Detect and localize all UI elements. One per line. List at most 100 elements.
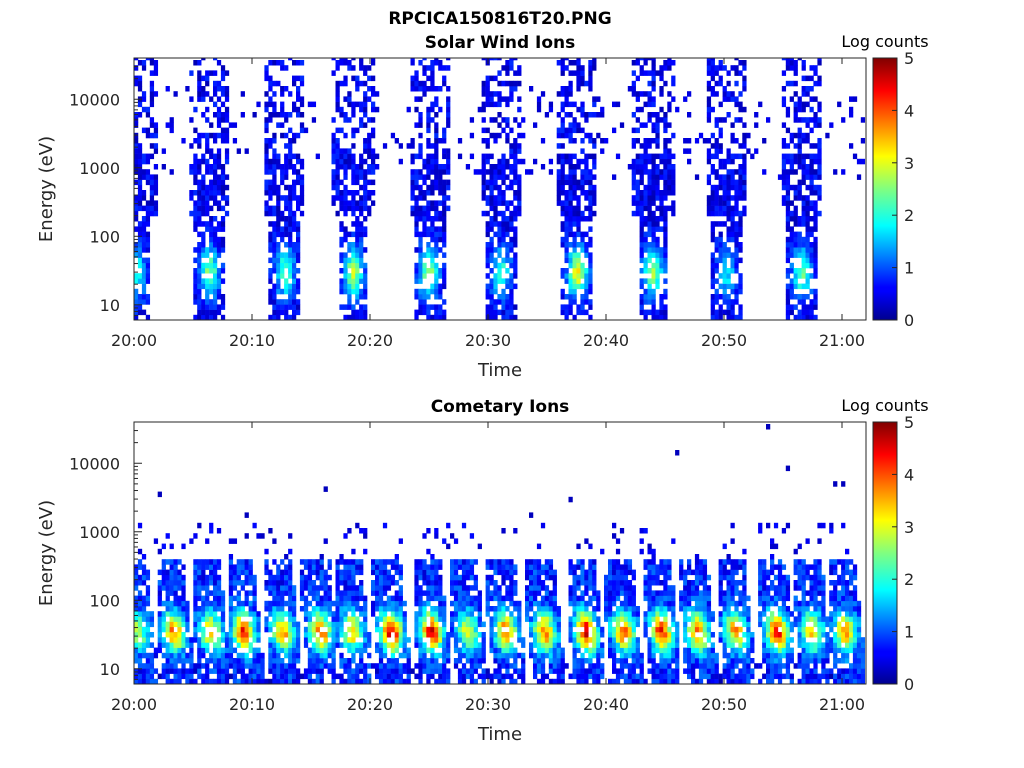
- heat-cell: [781, 138, 787, 144]
- heat-cell: [205, 247, 210, 253]
- heat-cell: [639, 200, 644, 206]
- heat-cell: [197, 309, 202, 316]
- heat-cell: [785, 195, 791, 201]
- heat-cell: [149, 58, 155, 61]
- heat-cell: [149, 117, 155, 123]
- heat-cell: [323, 611, 328, 617]
- heat-cell: [639, 226, 644, 232]
- heat-cell: [418, 205, 423, 212]
- heat-cell: [292, 273, 297, 279]
- heat-cell: [497, 658, 502, 664]
- heat-cell: [248, 642, 253, 648]
- heat-cell: [193, 283, 198, 290]
- heat-cell: [734, 153, 739, 160]
- heat-cell: [351, 632, 356, 638]
- heat-cell: [647, 174, 652, 180]
- heat-cell: [141, 283, 147, 290]
- heat-cell: [631, 195, 636, 201]
- heat-cell: [450, 621, 455, 628]
- heat-cell: [714, 65, 719, 71]
- heat-cell: [789, 58, 794, 61]
- heat-cell: [446, 637, 451, 643]
- heat-cell: [264, 678, 269, 684]
- heat-cell: [785, 80, 791, 87]
- heat-cell: [785, 288, 791, 295]
- heat-cell: [410, 75, 415, 82]
- heat-cell: [643, 221, 648, 227]
- heat-cell: [509, 663, 514, 669]
- heat-cell: [347, 273, 352, 279]
- heat-cell: [161, 663, 166, 669]
- heat-cell: [430, 106, 435, 113]
- heat-cell: [137, 86, 143, 92]
- heat-cell: [738, 101, 743, 108]
- heat-cell: [572, 169, 577, 175]
- heat-cell: [663, 65, 668, 71]
- heat-cell: [177, 668, 182, 674]
- heat-cell: [465, 658, 471, 664]
- heat-cell: [631, 91, 636, 97]
- heat-cell: [651, 158, 656, 165]
- heat-cell: [410, 138, 415, 144]
- heat-cell: [639, 205, 644, 212]
- heat-cell: [430, 632, 435, 638]
- heat-cell: [651, 273, 656, 279]
- heat-cell: [134, 65, 139, 71]
- heat-cell: [220, 262, 226, 269]
- heat-cell: [201, 242, 206, 248]
- heat-cell: [193, 273, 198, 279]
- heat-cell: [659, 190, 664, 196]
- heat-cell: [371, 127, 376, 134]
- heat-cell: [493, 652, 498, 659]
- heat-cell: [137, 236, 143, 243]
- heat-cell: [418, 169, 423, 175]
- heat-cell: [592, 164, 597, 170]
- heat-cell: [548, 632, 554, 638]
- heat-cell: [288, 574, 293, 581]
- heat-cell: [501, 190, 506, 196]
- heat-cell: [418, 569, 423, 576]
- heat-cell: [667, 184, 672, 191]
- heat-cell: [572, 122, 577, 128]
- heat-cell: [209, 621, 214, 628]
- heat-cell: [450, 580, 455, 586]
- heat-cell: [220, 668, 226, 674]
- heat-cell: [149, 611, 155, 617]
- heat-cell: [813, 210, 818, 217]
- heat-cell: [572, 184, 577, 191]
- heat-cell: [489, 294, 494, 300]
- heat-cell: [536, 564, 542, 570]
- heat-cell: [533, 632, 538, 638]
- heat-cell: [307, 559, 313, 565]
- heat-cell: [797, 96, 802, 102]
- heat-cell: [209, 574, 214, 581]
- heat-cell: [430, 574, 435, 581]
- heat-cell: [592, 112, 597, 118]
- heat-cell: [193, 595, 198, 602]
- heat-cell: [280, 663, 285, 669]
- heat-cell: [268, 169, 273, 175]
- heat-cell: [315, 673, 320, 680]
- heat-cell: [169, 169, 174, 175]
- heat-cell: [280, 262, 285, 269]
- heat-cell: [339, 590, 344, 596]
- heat-cell: [446, 106, 451, 113]
- heat-cell: [335, 184, 340, 191]
- heat-cell: [580, 174, 585, 180]
- heat-cell: [371, 58, 376, 61]
- heat-cell: [726, 247, 731, 253]
- heat-cell: [137, 278, 143, 284]
- heat-cell: [529, 600, 534, 607]
- heat-cell: [434, 569, 439, 576]
- heat-cell: [663, 226, 668, 232]
- heat-cell: [596, 96, 601, 102]
- heat-cell: [193, 663, 198, 669]
- heat-cell: [501, 210, 506, 217]
- heat-cell: [335, 585, 340, 591]
- heat-cell: [216, 595, 222, 602]
- heat-cell: [564, 112, 569, 118]
- heat-cell: [548, 590, 554, 596]
- heat-cell: [201, 221, 206, 227]
- heat-cell: [414, 585, 419, 591]
- heat-cell: [288, 158, 293, 165]
